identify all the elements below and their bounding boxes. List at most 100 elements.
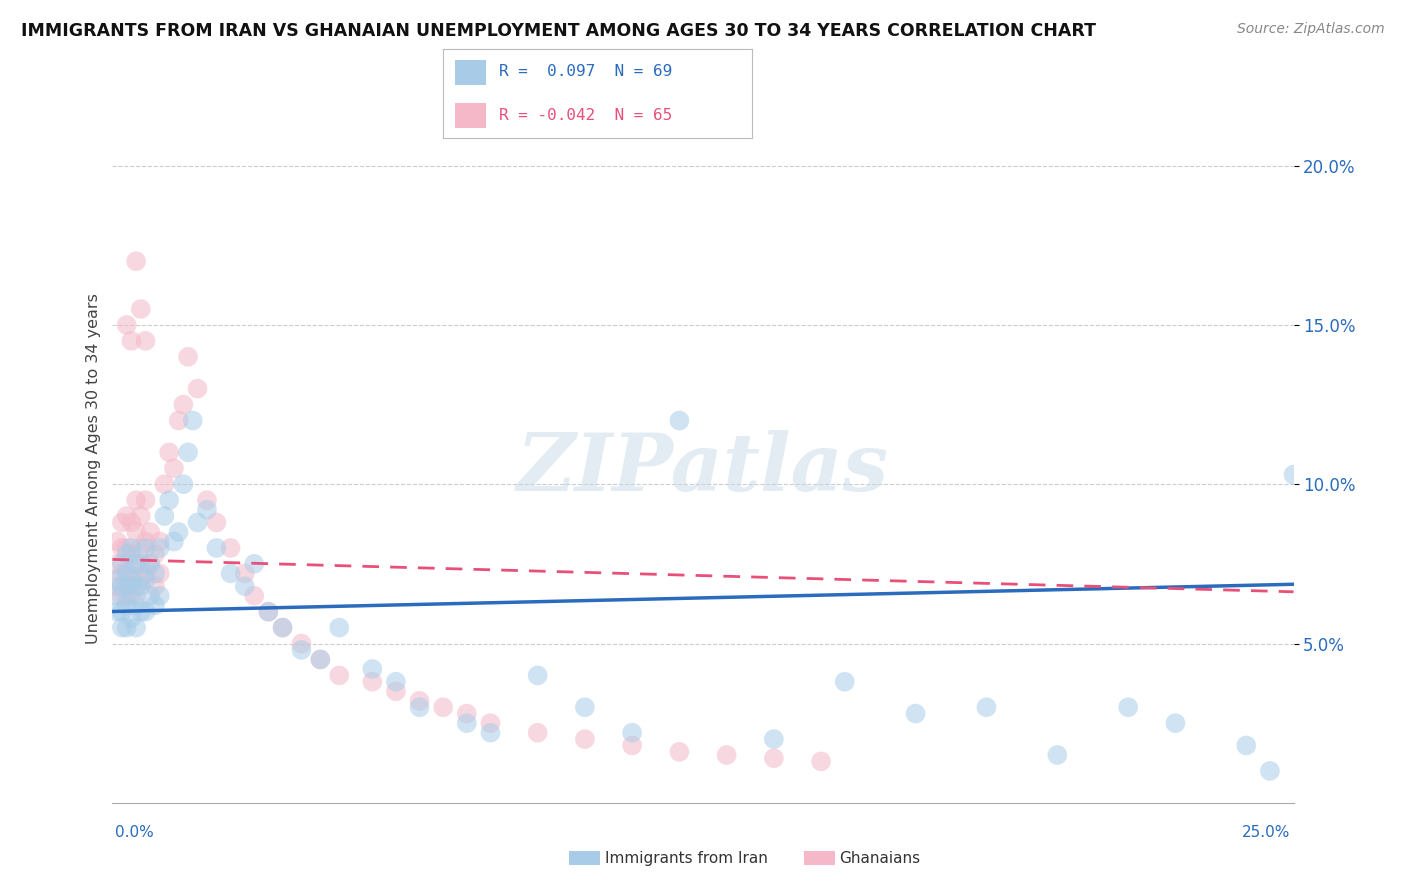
- Point: [105, 605, 128, 619]
- Point: [621, 739, 644, 753]
- Point: [111, 579, 134, 593]
- Point: [177, 350, 200, 364]
- Point: [149, 541, 172, 555]
- Point: [526, 725, 548, 739]
- Point: [125, 557, 148, 571]
- Text: IMMIGRANTS FROM IRAN VS GHANAIAN UNEMPLOYMENT AMONG AGES 30 TO 34 YEARS CORRELAT: IMMIGRANTS FROM IRAN VS GHANAIAN UNEMPLO…: [21, 22, 1097, 40]
- Point: [290, 643, 312, 657]
- Point: [115, 318, 138, 332]
- Point: [129, 301, 152, 316]
- Text: R = -0.042  N = 65: R = -0.042 N = 65: [499, 108, 672, 122]
- Point: [186, 516, 208, 530]
- Point: [309, 652, 332, 666]
- Point: [111, 541, 134, 555]
- Point: [105, 557, 128, 571]
- Text: Source: ZipAtlas.com: Source: ZipAtlas.com: [1237, 22, 1385, 37]
- Point: [111, 557, 134, 571]
- Point: [105, 573, 128, 587]
- Point: [1258, 764, 1281, 778]
- Point: [233, 579, 256, 593]
- Point: [111, 566, 134, 581]
- Point: [143, 599, 166, 613]
- Bar: [456, 103, 486, 128]
- Point: [408, 700, 430, 714]
- Point: [120, 579, 142, 593]
- Point: [271, 621, 294, 635]
- Point: [456, 716, 478, 731]
- Point: [115, 599, 138, 613]
- Point: [219, 566, 242, 581]
- Point: [125, 254, 148, 268]
- Point: [205, 541, 228, 555]
- Point: [115, 509, 138, 524]
- Point: [135, 534, 157, 549]
- Point: [479, 725, 502, 739]
- Point: [143, 566, 166, 581]
- Point: [129, 605, 152, 619]
- Point: [621, 725, 644, 739]
- Point: [167, 413, 190, 427]
- Point: [408, 694, 430, 708]
- Point: [115, 579, 138, 593]
- Text: R =  0.097  N = 69: R = 0.097 N = 69: [499, 64, 672, 79]
- Point: [762, 732, 785, 747]
- Point: [120, 516, 142, 530]
- Point: [111, 589, 134, 603]
- Point: [257, 605, 280, 619]
- Point: [361, 674, 384, 689]
- Point: [135, 334, 157, 348]
- Point: [139, 589, 162, 603]
- Point: [157, 445, 180, 459]
- Point: [1282, 467, 1305, 482]
- Point: [125, 524, 148, 539]
- Point: [120, 541, 142, 555]
- Point: [157, 493, 180, 508]
- Point: [1046, 747, 1069, 762]
- Point: [668, 413, 690, 427]
- Point: [195, 493, 218, 508]
- Point: [125, 589, 148, 603]
- Point: [139, 557, 162, 571]
- Point: [834, 674, 856, 689]
- Text: Ghanaians: Ghanaians: [839, 851, 921, 865]
- Point: [135, 566, 157, 581]
- Point: [668, 745, 690, 759]
- Point: [574, 700, 596, 714]
- Point: [574, 732, 596, 747]
- Point: [125, 557, 148, 571]
- Point: [105, 579, 128, 593]
- Point: [233, 566, 256, 581]
- Point: [149, 534, 172, 549]
- Point: [149, 566, 172, 581]
- Point: [257, 605, 280, 619]
- Point: [762, 751, 785, 765]
- Point: [186, 382, 208, 396]
- Point: [163, 534, 186, 549]
- Point: [143, 579, 166, 593]
- Point: [111, 605, 134, 619]
- Point: [120, 573, 142, 587]
- Point: [115, 541, 138, 555]
- Point: [129, 579, 152, 593]
- Bar: [456, 60, 486, 85]
- Point: [111, 516, 134, 530]
- Point: [1116, 700, 1139, 714]
- Point: [271, 621, 294, 635]
- Point: [195, 502, 218, 516]
- Point: [135, 493, 157, 508]
- Point: [135, 605, 157, 619]
- Point: [219, 541, 242, 555]
- Point: [129, 573, 152, 587]
- Point: [111, 621, 134, 635]
- Point: [125, 621, 148, 635]
- Text: 0.0%: 0.0%: [115, 825, 155, 840]
- Point: [385, 674, 408, 689]
- Point: [328, 621, 350, 635]
- Point: [139, 557, 162, 571]
- Point: [432, 700, 454, 714]
- Point: [143, 547, 166, 561]
- Point: [129, 541, 152, 555]
- Point: [177, 445, 200, 459]
- Text: ZIPatlas: ZIPatlas: [517, 430, 889, 507]
- Point: [120, 611, 142, 625]
